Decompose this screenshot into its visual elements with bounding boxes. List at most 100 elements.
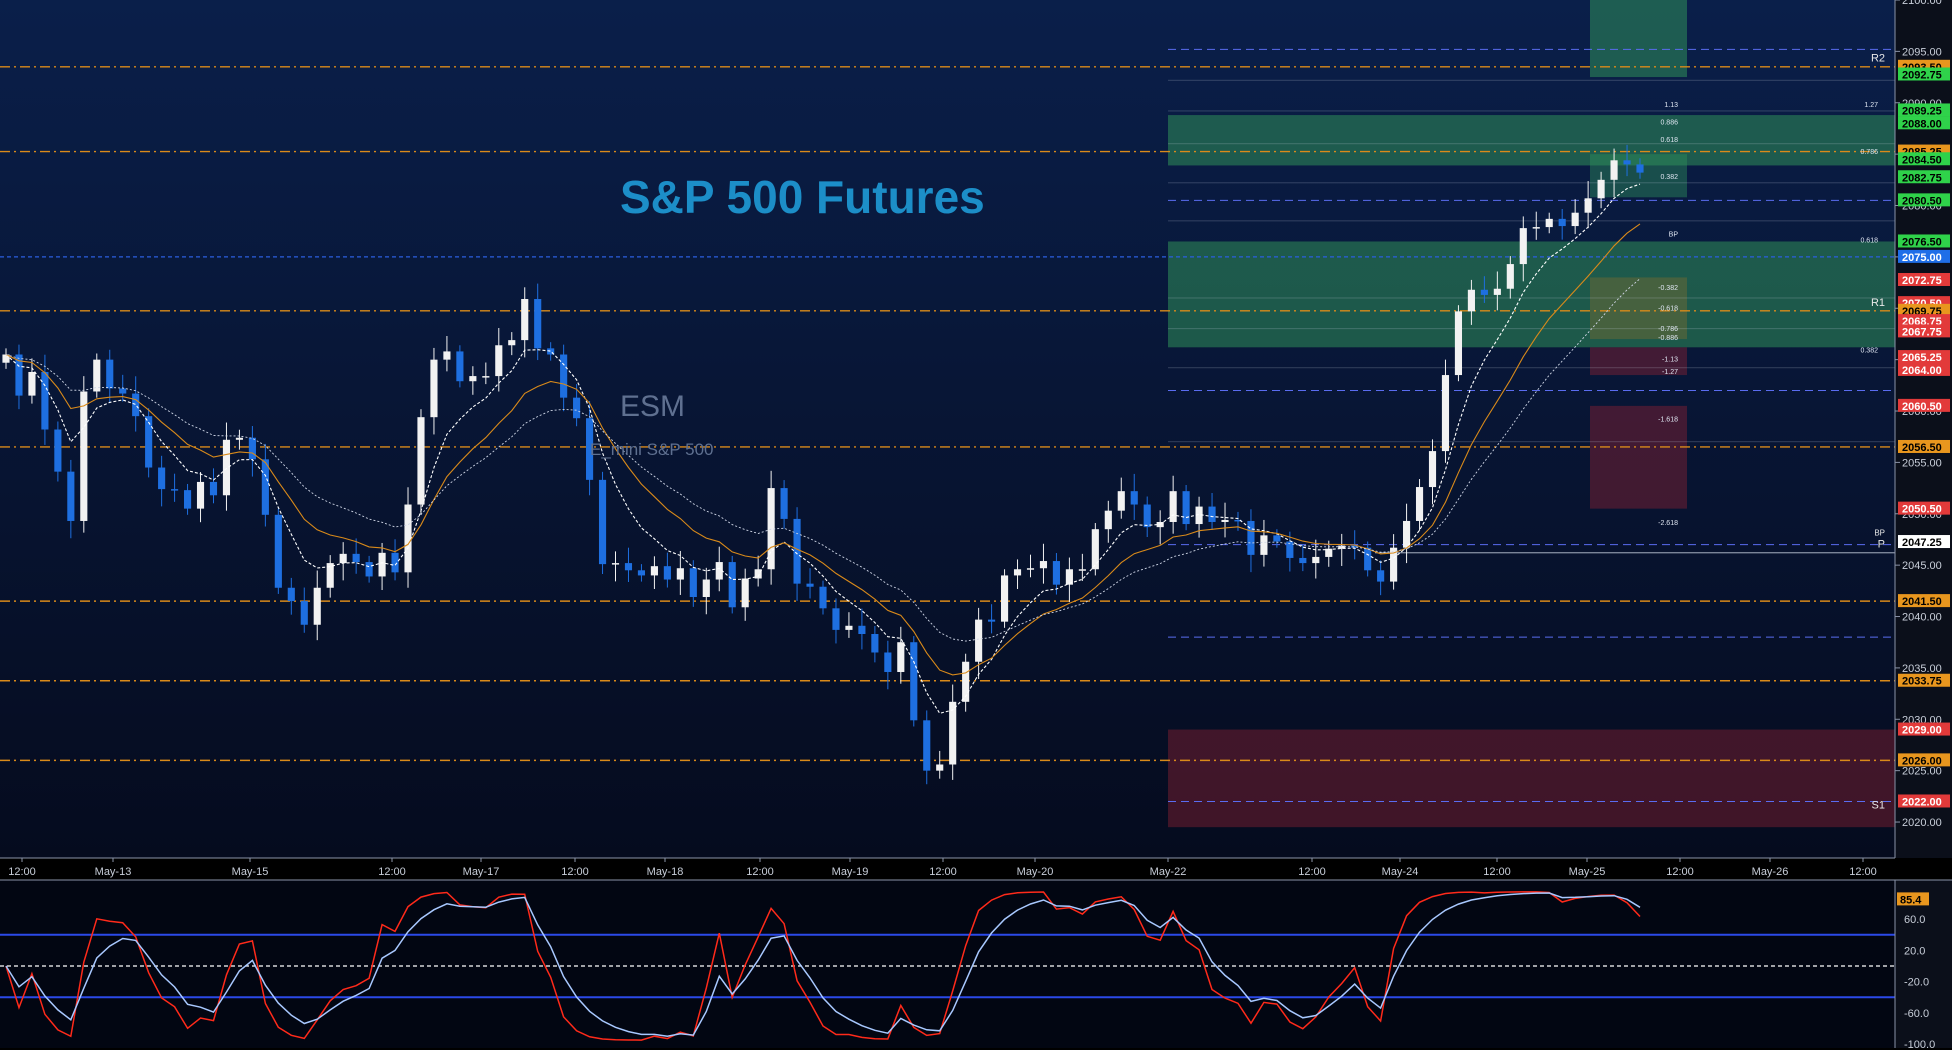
level-zone [1590,0,1687,78]
candle-body [897,642,905,673]
candle-body [1390,547,1398,582]
candle-body [1441,375,1450,452]
fib-label: 1.27 [1864,102,1878,109]
candle-body [1026,568,1035,570]
candle-body [754,569,762,579]
time-tick-label: 12:00 [1298,866,1326,878]
fib-label: 0.618 [1860,238,1878,245]
time-tick-label: May-13 [95,866,132,878]
price-label: 2060.50 [1902,401,1942,413]
candle-body [404,504,412,573]
candle-body [715,562,723,580]
candle-body [274,514,282,588]
candle-body [1312,556,1320,564]
candle-body [1299,557,1307,564]
candle-body [949,701,957,765]
candle-body [1065,569,1073,585]
osc-axis[interactable] [1895,880,1952,1048]
candle-body [547,348,555,355]
candle-body [106,359,114,389]
candle-body [1454,311,1463,376]
price-label-bg [1898,594,1950,608]
price-label-bg [1898,273,1950,287]
candle-body [806,583,814,587]
candle-body [1493,288,1501,295]
candle-body [28,371,36,396]
price-axis[interactable] [1895,0,1952,858]
candle-body [495,345,503,377]
instrument-name: E_mini S&P 500 [590,440,713,459]
candle-body [145,416,153,468]
candle-body [1260,535,1268,555]
time-tick-label: 12:00 [746,866,774,878]
candle-body [702,579,710,598]
price-label: 2075.00 [1902,252,1942,264]
candle-body [171,489,179,491]
candle-body [1597,179,1605,199]
candle-body [1364,547,1372,571]
ema-slow-line [5,223,1641,676]
price-label: 2072.75 [1902,275,1942,287]
level-zone [1590,277,1687,340]
candle-body [845,625,853,630]
candle-body [326,563,334,588]
price-label-bg [1898,673,1950,687]
candle-body [15,354,23,396]
candle-body [637,570,646,576]
candle-body [1117,491,1125,511]
price-label-bg [1898,116,1950,130]
candle-body [1247,520,1255,555]
time-tick-label: May-15 [232,866,269,878]
candle-body [741,578,749,608]
time-tick-label: May-17 [463,866,500,878]
candle-body [1519,228,1527,265]
candle-body [417,417,425,505]
time-tick-label: May-25 [1569,866,1606,878]
price-label-bg [1898,722,1950,736]
fib-label: BP [1669,231,1679,238]
level-zone [1590,154,1687,198]
candle-body [1143,504,1151,528]
level-zone [1168,729,1895,828]
candle-body [1013,569,1022,576]
price-label: 2089.25 [1902,105,1942,117]
candle-body [1130,491,1138,505]
price-tick-label: 2040.00 [1902,612,1942,624]
time-axis[interactable] [0,858,1952,880]
candle-body [884,652,892,673]
price-label: 2029.00 [1902,725,1942,737]
candle-body [560,354,568,398]
candle-body [339,553,347,564]
price-label: 2065.25 [1902,352,1942,364]
osc-tick-label: 20.0 [1904,945,1925,957]
candle-body [119,388,127,394]
level-zone [1168,115,1895,166]
price-tick-label: 2095.00 [1902,46,1942,58]
candle-body [391,552,399,573]
price-label-bg [1898,103,1950,117]
candle-body [534,299,542,349]
candle-body [793,518,801,584]
price-label-bg [1898,350,1950,364]
price-tick-label: 2020.00 [1902,817,1942,829]
candle-body [988,619,996,622]
candle-body [1234,519,1242,522]
candle-body [196,481,205,509]
fib-label: -0.382 [1658,285,1678,292]
candle-body [650,566,658,576]
time-tick-label: 12:00 [8,866,36,878]
price-tick-label: 2045.00 [1902,560,1942,572]
price-label: 2033.75 [1902,676,1942,688]
candle-body [508,340,516,346]
level-tag-s1: S1 [1872,800,1885,812]
level-zone [1168,241,1895,348]
candle-body [858,625,866,634]
time-tick-label: May-22 [1150,866,1187,878]
candle-body [1428,451,1437,488]
candle-body [287,587,295,602]
price-label: 2056.50 [1902,442,1942,454]
candle-body [456,351,464,382]
candle-body [780,488,788,519]
price-label: 2026.00 [1902,755,1942,767]
